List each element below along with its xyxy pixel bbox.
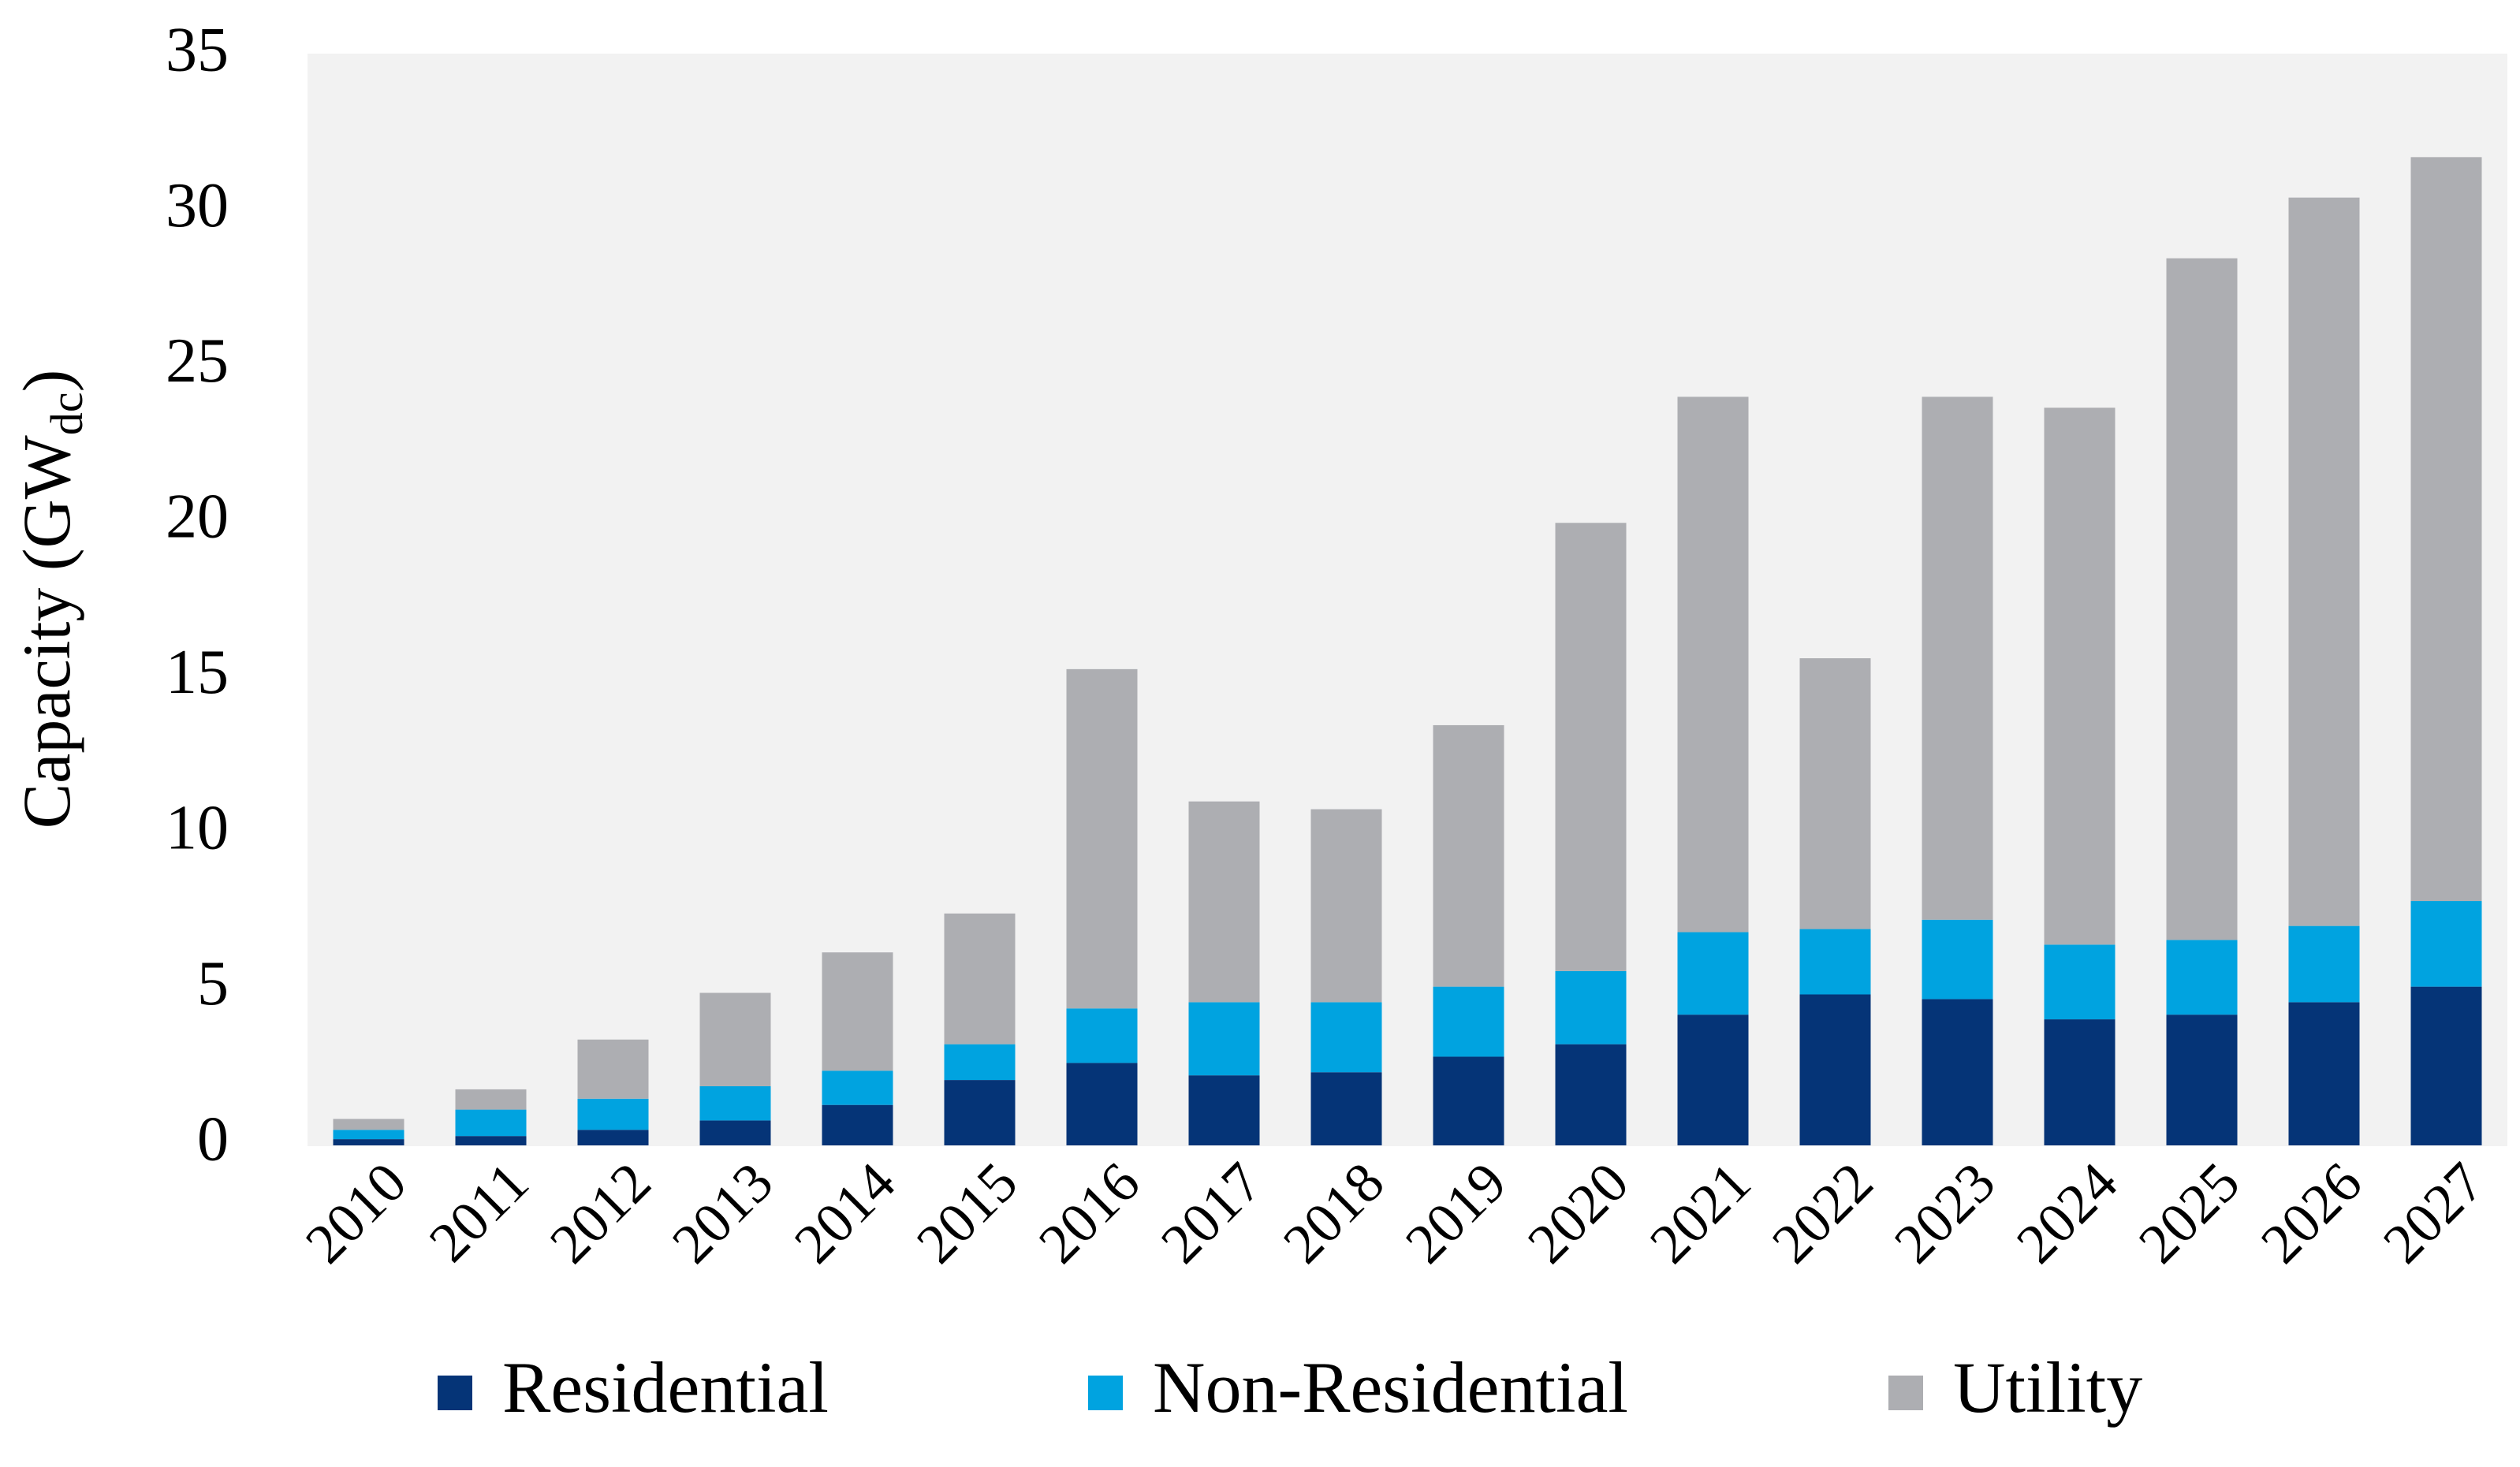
bar-segment bbox=[1555, 1044, 1627, 1145]
bar-segment bbox=[1922, 999, 1993, 1145]
bar-segment bbox=[944, 1044, 1016, 1081]
bar-segment bbox=[699, 1085, 771, 1121]
bar-segment bbox=[822, 952, 893, 1071]
x-tick-label: 2026 bbox=[2249, 1150, 2373, 1275]
y-tick-label: 5 bbox=[197, 949, 229, 1018]
bar-segment bbox=[1310, 809, 1382, 1003]
x-tick-label: 2012 bbox=[538, 1150, 662, 1275]
bar-segment bbox=[944, 913, 1016, 1044]
legend-swatch bbox=[438, 1376, 472, 1410]
x-tick-label: 2015 bbox=[904, 1150, 1029, 1275]
y-label-close: ) bbox=[9, 370, 84, 393]
bar-segment bbox=[2410, 986, 2482, 1145]
bar-segment bbox=[1677, 932, 1749, 1015]
bar-segment bbox=[1310, 1072, 1382, 1145]
bar-segment bbox=[577, 1098, 649, 1130]
bar-segment bbox=[1799, 994, 1871, 1145]
y-tick-label: 30 bbox=[166, 171, 229, 240]
bar-segment bbox=[1433, 986, 1504, 1057]
x-tick-label: 2016 bbox=[1027, 1150, 1151, 1275]
bar-segment bbox=[1922, 397, 1993, 920]
bar-segment bbox=[1555, 523, 1627, 971]
bar-segment bbox=[2288, 1002, 2360, 1145]
bar-segment bbox=[455, 1136, 527, 1145]
x-tick-label: 2019 bbox=[1393, 1150, 1518, 1275]
bar-segment bbox=[1433, 1056, 1504, 1145]
legend-label: Residential bbox=[502, 1347, 829, 1428]
bar-segment bbox=[699, 1120, 771, 1145]
x-tick-label: 2011 bbox=[417, 1150, 541, 1274]
bar-segment bbox=[455, 1109, 527, 1137]
bar-segment bbox=[1066, 1008, 1138, 1063]
legend-swatch bbox=[1088, 1376, 1123, 1410]
y-tick-label: 0 bbox=[197, 1104, 229, 1174]
legend-label: Non-Residential bbox=[1153, 1347, 1628, 1428]
bar-segment bbox=[1310, 1002, 1382, 1073]
bar-segment bbox=[699, 992, 771, 1086]
x-tick-label: 2021 bbox=[1638, 1150, 1762, 1275]
x-tick-label: 2024 bbox=[2004, 1150, 2129, 1275]
bar-segment bbox=[822, 1104, 893, 1145]
bar-segment bbox=[333, 1130, 404, 1140]
bar-segment bbox=[2166, 1015, 2238, 1145]
bar-segment bbox=[577, 1130, 649, 1145]
bar-segment bbox=[2410, 901, 2482, 987]
bar-segment bbox=[2288, 925, 2360, 1003]
bar-segment bbox=[2166, 258, 2238, 940]
y-tick-label: 20 bbox=[166, 482, 229, 552]
bar-segment bbox=[2044, 408, 2116, 945]
bar-segment bbox=[1188, 801, 1260, 1003]
bar-segment bbox=[1066, 1063, 1138, 1145]
bar-segment bbox=[1188, 1002, 1260, 1076]
bar-segment bbox=[1433, 724, 1504, 987]
y-label-sub: dc bbox=[41, 392, 92, 435]
x-tick-label: 2010 bbox=[293, 1150, 418, 1275]
y-tick-label: 25 bbox=[166, 326, 229, 396]
plot-background bbox=[308, 54, 2507, 1146]
y-tick-label: 10 bbox=[166, 794, 229, 863]
bar-segment bbox=[2044, 1019, 2116, 1145]
bar-segment bbox=[1922, 919, 1993, 1000]
bar-segment bbox=[822, 1070, 893, 1105]
x-tick-label: 2017 bbox=[1149, 1150, 1273, 1275]
y-axis-label: Capacity (GWdc) bbox=[9, 370, 92, 828]
bar-segment bbox=[1799, 929, 1871, 995]
bar-segment bbox=[1799, 658, 1871, 929]
x-tick-label: 2023 bbox=[1882, 1150, 2007, 1275]
bar-segment bbox=[1677, 397, 1749, 933]
x-tick-label: 2013 bbox=[660, 1150, 785, 1275]
legend-swatch bbox=[1888, 1376, 1923, 1410]
bar-segment bbox=[1188, 1075, 1260, 1145]
bar-segment bbox=[2166, 940, 2238, 1015]
bar-segment bbox=[2044, 944, 2116, 1020]
bar-segment bbox=[1066, 668, 1138, 1009]
bar-segment bbox=[2288, 197, 2360, 926]
x-tick-label: 2022 bbox=[1760, 1150, 1884, 1275]
bar-segment bbox=[333, 1139, 404, 1145]
bar-segment bbox=[944, 1080, 1016, 1145]
bar-segment bbox=[1677, 1015, 1749, 1145]
bar-segment bbox=[333, 1119, 404, 1130]
y-tick-label: 15 bbox=[166, 638, 229, 707]
x-tick-label: 2027 bbox=[2371, 1150, 2496, 1275]
bar-segment bbox=[1555, 970, 1627, 1044]
x-tick-label: 2020 bbox=[1515, 1150, 1640, 1275]
y-tick-label: 35 bbox=[166, 15, 229, 84]
bar-segment bbox=[2410, 157, 2482, 902]
legend-label: Utility bbox=[1953, 1347, 2142, 1428]
bar-segment bbox=[455, 1089, 527, 1110]
bar-segment bbox=[577, 1039, 649, 1099]
x-tick-label: 2018 bbox=[1271, 1150, 1396, 1275]
x-tick-label: 2014 bbox=[782, 1150, 907, 1275]
y-label-main: Capacity (GW bbox=[9, 435, 84, 828]
x-tick-label: 2025 bbox=[2127, 1150, 2251, 1275]
